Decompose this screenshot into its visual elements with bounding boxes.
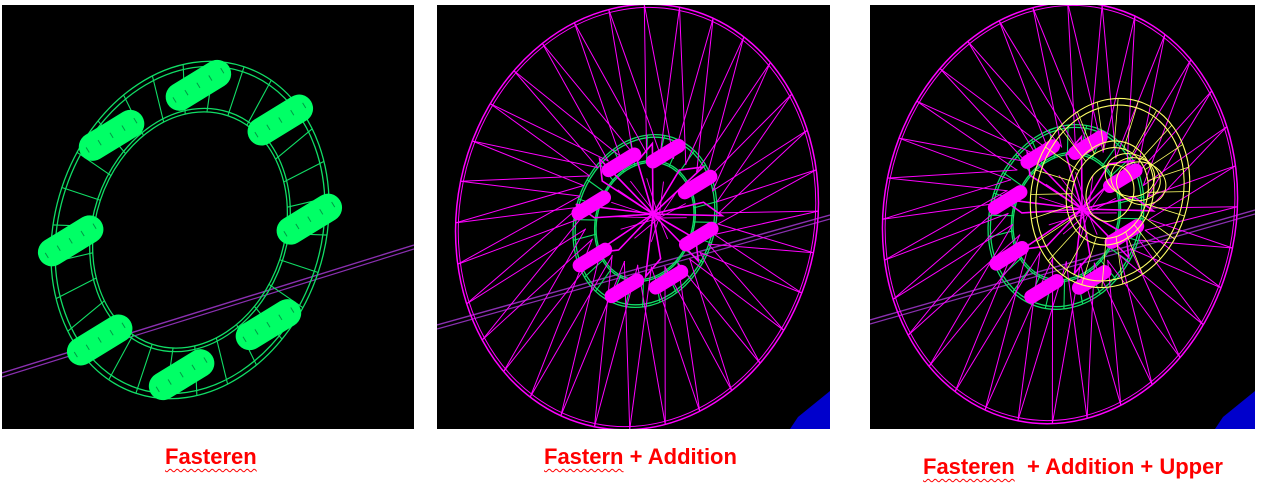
- fastener-bolt: [572, 242, 613, 273]
- fastener-bolt: [648, 264, 689, 295]
- fastener-bolt: [604, 273, 645, 304]
- fastener-bolt: [677, 169, 718, 200]
- fastern-addition-view-panel: [437, 5, 830, 429]
- corner-shape: [790, 391, 830, 429]
- fastener-bolt: [165, 59, 232, 111]
- fastener-bolt: [1024, 274, 1064, 304]
- fastener-bolt: [645, 138, 686, 169]
- fastener-bolt: [66, 314, 133, 366]
- fasteren-addition-upper-wireframe: [870, 5, 1255, 429]
- fastern-addition-wireframe: [437, 5, 830, 429]
- fasteren-addition-upper-view-panel: [870, 5, 1255, 429]
- fastener-bolts: [571, 138, 719, 304]
- fastener-bolt: [1068, 130, 1108, 160]
- fastener-bolt: [37, 215, 104, 267]
- caption-fastern-addition: Fastern + Addition: [544, 444, 737, 469]
- fastener-bolt: [78, 109, 145, 161]
- fastener-bolt: [989, 240, 1029, 271]
- beam-lines: [437, 214, 830, 330]
- beam-lines: [870, 209, 1255, 325]
- caption-fasteren: Fasteren: [165, 444, 257, 469]
- fastener-bolt: [148, 349, 215, 401]
- fastener-bolt: [235, 299, 302, 351]
- fastener-bolts: [37, 59, 343, 401]
- fasteren-wireframe: [2, 59, 414, 401]
- fastener-bolt: [1104, 219, 1145, 249]
- fastener-bolt: [247, 94, 314, 146]
- fastener-bolt: [678, 221, 719, 252]
- fastener-bolt: [276, 193, 343, 245]
- caption-fasteren-addition-upper: Fasteren + Addition + Upper: [923, 454, 1223, 479]
- upper-structure: [1029, 97, 1191, 289]
- addition-disc: [881, 5, 1239, 425]
- fastener-bolt: [601, 147, 642, 178]
- fasteren-view-panel: [2, 5, 414, 429]
- fastener-bolt: [1020, 139, 1061, 169]
- addition-disc: [454, 5, 820, 429]
- fastener-bolt: [987, 185, 1028, 215]
- corner-shape: [1215, 391, 1255, 429]
- fastener-bolt: [571, 190, 612, 221]
- addition-brackets: [1002, 134, 1156, 277]
